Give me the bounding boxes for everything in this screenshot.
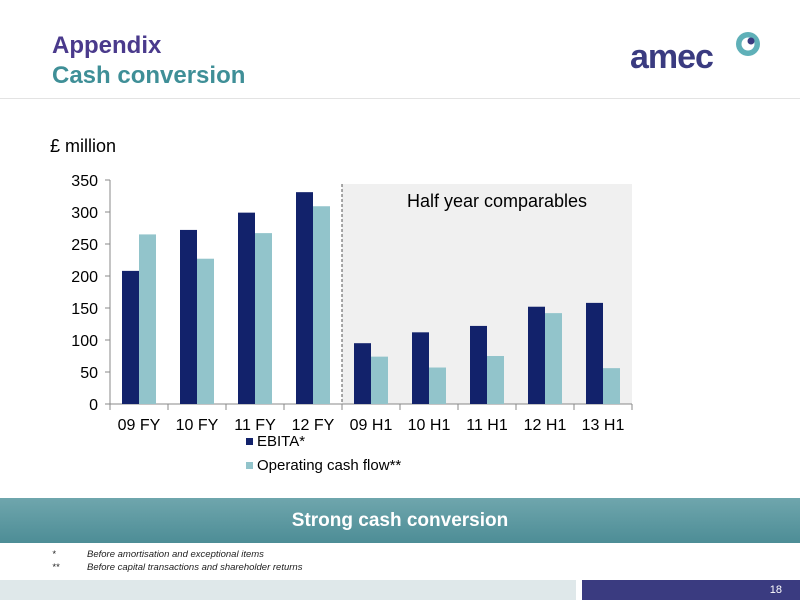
- unit-label: £ million: [50, 136, 116, 156]
- bar-ebita: [354, 343, 371, 404]
- footnotes: * Before amortisation and exceptional it…: [52, 548, 302, 574]
- y-tick-label: 200: [71, 269, 98, 286]
- bar-operating-cash-flow: [371, 356, 388, 404]
- half-year-annotation: Half year comparables: [407, 191, 587, 211]
- bar-ebita: [238, 212, 255, 404]
- x-tick-label: 13 H1: [582, 417, 625, 434]
- cash-conversion-chart: £ million Half year comparables 0 50 100 15…: [50, 136, 633, 474]
- bar-ebita: [528, 306, 545, 404]
- bar-operating-cash-flow: [313, 206, 330, 404]
- x-tick-label: 09 FY: [118, 417, 161, 434]
- page-number: 18: [769, 584, 782, 596]
- legend: EBITA* Operating cash flow**: [246, 433, 401, 474]
- amec-logo: amec: [630, 32, 760, 76]
- key-message-banner: Strong cash conversion: [0, 498, 800, 543]
- y-axis: 0 50 100 150 200 250 300 350: [71, 173, 111, 414]
- y-tick-label: 150: [71, 301, 98, 318]
- bar-operating-cash-flow: [487, 356, 504, 404]
- footnote: * Before amortisation and exceptional it…: [52, 548, 302, 561]
- y-tick-label: 300: [71, 205, 98, 222]
- bar-ebita: [296, 192, 313, 404]
- x-tick-label: 10 FY: [176, 417, 219, 434]
- bar-ebita: [180, 229, 197, 404]
- bar-operating-cash-flow: [603, 368, 620, 404]
- bar-operating-cash-flow: [197, 258, 214, 404]
- header-divider: [0, 98, 800, 99]
- x-axis: 09 FY 10 FY 11 FY 12 FY 09 H1 10 H1 11 H1 12 H1…: [109, 403, 633, 434]
- bar-ebita: [122, 270, 139, 404]
- y-tick-label: 0: [89, 397, 98, 414]
- footer-accent-bar: [582, 580, 800, 600]
- bar-ebita: [412, 332, 429, 404]
- x-tick-label: 09 H1: [350, 417, 393, 434]
- footer-bar: [0, 580, 576, 600]
- y-tick-label: 100: [71, 333, 98, 350]
- footnote-mark: **: [52, 562, 60, 573]
- x-tick-label: 11 FY: [234, 417, 276, 434]
- legend-swatch: [246, 438, 253, 445]
- x-tick-label: 12 H1: [524, 417, 567, 434]
- page-title: Appendix: [52, 32, 162, 59]
- x-tick-label: 11 H1: [466, 417, 508, 434]
- footnote-text: Before capital transactions and sharehol…: [87, 562, 303, 573]
- x-tick-label: 10 H1: [408, 417, 451, 434]
- legend-swatch: [246, 462, 253, 469]
- footnote-text: Before amortisation and exceptional item…: [87, 549, 264, 560]
- footnote-mark: *: [52, 549, 56, 560]
- bars: [122, 192, 620, 404]
- y-tick-label: 50: [80, 365, 98, 382]
- footnote: ** Before capital transactions and share…: [52, 561, 302, 574]
- legend-label: Operating cash flow**: [257, 457, 401, 474]
- bar-ebita: [586, 302, 603, 404]
- bar-operating-cash-flow: [255, 233, 272, 404]
- y-tick-label: 350: [71, 173, 98, 190]
- page-subtitle: Cash conversion: [52, 62, 246, 89]
- bar-ebita: [470, 325, 487, 404]
- bar-operating-cash-flow: [545, 313, 562, 404]
- bar-operating-cash-flow: [139, 234, 156, 404]
- legend-label: EBITA*: [257, 433, 305, 450]
- y-tick-label: 250: [71, 237, 98, 254]
- bar-operating-cash-flow: [429, 367, 446, 404]
- x-tick-label: 12 FY: [292, 417, 335, 434]
- svg-text:amec: amec: [630, 38, 713, 76]
- banner-text: Strong cash conversion: [291, 509, 509, 531]
